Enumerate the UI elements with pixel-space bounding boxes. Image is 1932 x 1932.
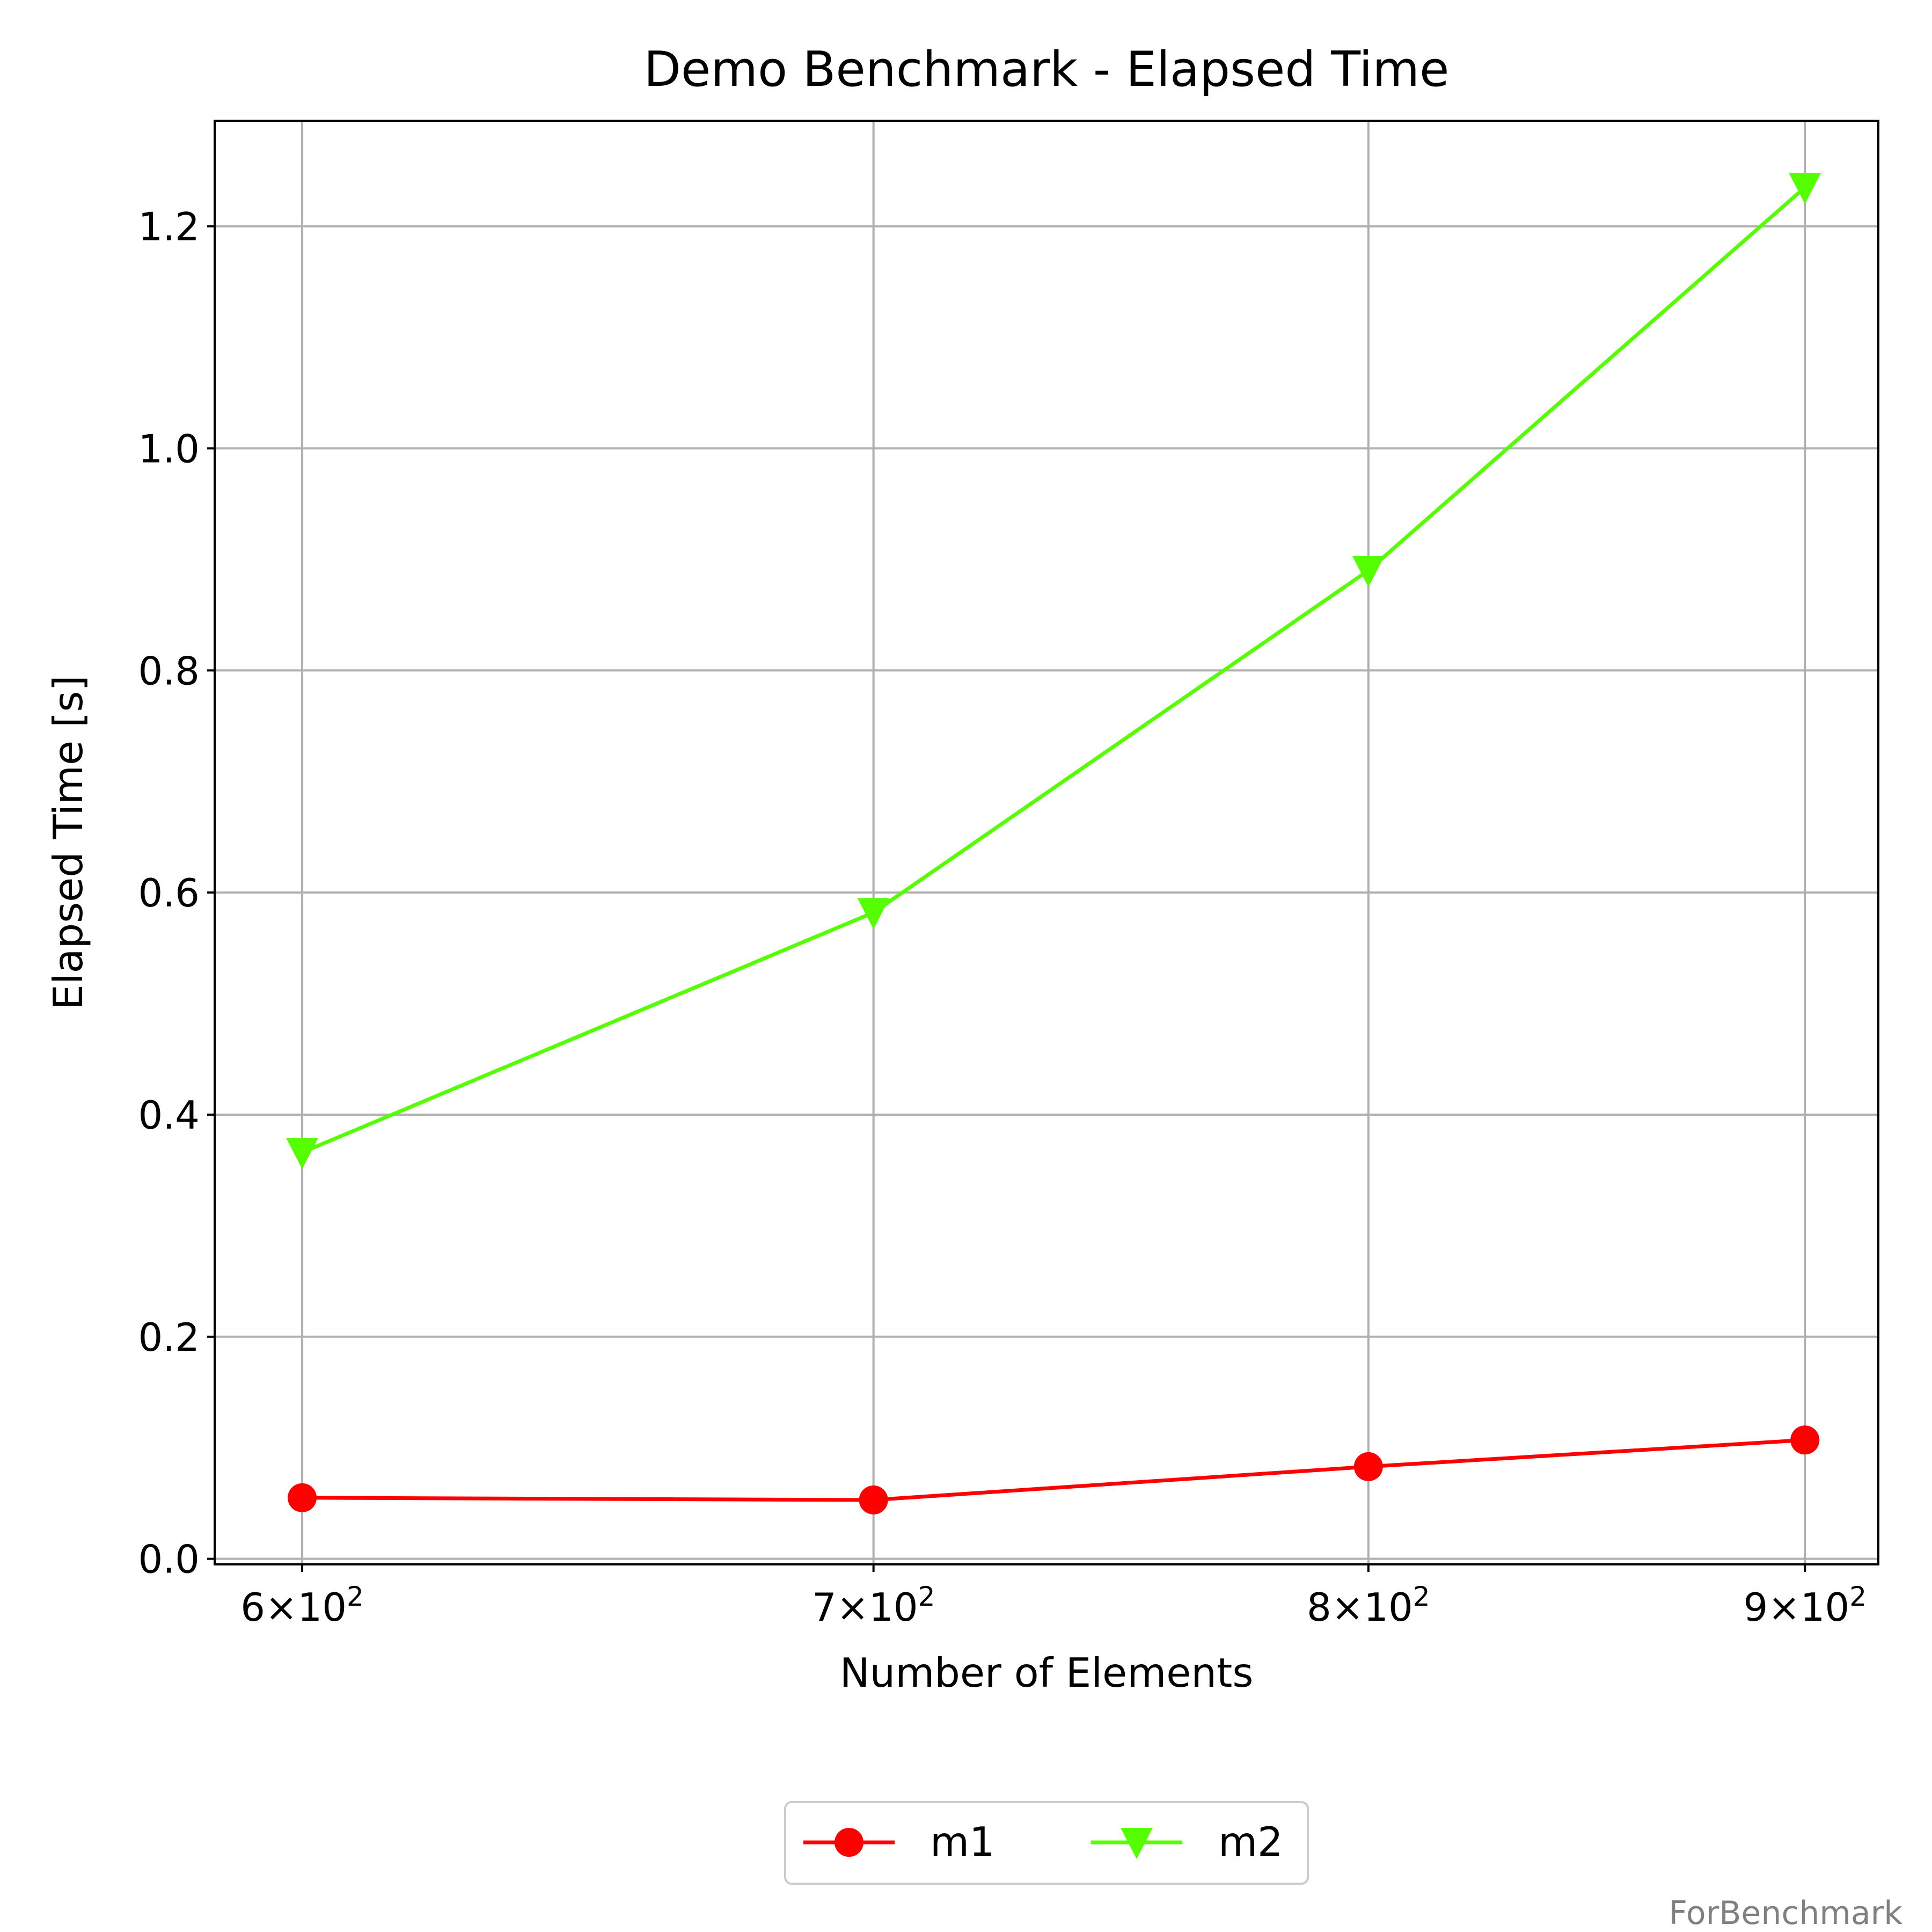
- x-tick-label: 8×102: [1307, 1581, 1430, 1630]
- data-series: [286, 173, 1821, 1514]
- legend-marker-m1: [835, 1828, 863, 1857]
- grid-lines: [215, 121, 1878, 1564]
- y-tick-label: 1.0: [138, 426, 200, 471]
- y-tick-label: 0.6: [138, 870, 200, 916]
- watermark: ForBenchmark: [1669, 1894, 1903, 1932]
- legend-label-m1: m1: [930, 1818, 995, 1865]
- chart-title: Demo Benchmark - Elapsed Time: [644, 41, 1450, 98]
- y-tick-label: 0.0: [138, 1537, 200, 1582]
- x-tick-label: 6×102: [240, 1581, 364, 1630]
- series-line-m1: [302, 1438, 1805, 1502]
- data-point-m2: [1352, 556, 1385, 588]
- legend: m1 m2: [784, 1801, 1309, 1885]
- data-point-m1: [859, 1485, 888, 1514]
- data-point-m1: [1353, 1452, 1383, 1481]
- y-tick-label: 0.8: [138, 648, 200, 693]
- series-line-m2: [301, 186, 1806, 1154]
- y-axis-ticks: 0.0 0.2 0.4 0.6 0.8 1.0 1.2: [138, 204, 215, 1582]
- data-point-m2: [857, 898, 890, 930]
- legend-item-m2: m2: [1091, 1818, 1283, 1865]
- legend-marker-m2: [1121, 1828, 1153, 1859]
- y-axis-label: Elapsed Time [s]: [45, 675, 92, 1009]
- legend-label-m2: m2: [1218, 1818, 1283, 1865]
- y-tick-label: 0.4: [138, 1093, 200, 1138]
- x-axis-ticks: 6×102 7×102 8×102 9×102: [240, 1564, 1867, 1630]
- data-point-m1: [288, 1483, 317, 1512]
- series-m2: [286, 173, 1821, 1169]
- plot-frame: [214, 120, 1879, 1565]
- x-tick-label: 9×102: [1743, 1581, 1867, 1630]
- data-point-m1: [1790, 1425, 1820, 1455]
- data-point-m2: [286, 1138, 319, 1169]
- data-point-m2: [1789, 173, 1821, 204]
- series-m1: [288, 1425, 1820, 1514]
- legend-frame: [784, 1801, 1309, 1885]
- legend-item-m1: m1: [803, 1818, 995, 1865]
- y-tick-label: 0.2: [138, 1315, 200, 1360]
- x-axis-label: Number of Elements: [840, 1649, 1254, 1696]
- plot-area: [215, 121, 1878, 1564]
- y-tick-label: 1.2: [138, 204, 200, 250]
- x-tick-label: 7×102: [812, 1581, 935, 1630]
